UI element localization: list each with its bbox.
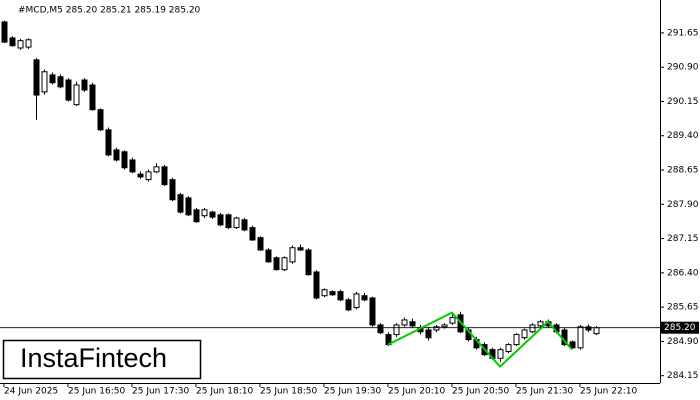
y-tick-label: 290.15 [667, 97, 699, 107]
candle-body [569, 341, 576, 349]
candle-body [337, 291, 344, 301]
x-tick-label: 24 Jun 2025 [4, 387, 58, 397]
candle-body [17, 40, 24, 49]
candle-body [225, 214, 232, 229]
candle-body [345, 299, 352, 311]
candle-body [521, 329, 528, 339]
candle-body [89, 84, 96, 111]
candle-body [49, 74, 56, 84]
candle-body [41, 71, 48, 93]
candle-body [425, 329, 432, 339]
candle-body [513, 334, 520, 346]
candle-body [201, 209, 208, 217]
candle-body [9, 37, 16, 47]
y-tick-label: 286.40 [667, 268, 699, 278]
x-tick-label: 25 Jun 18:10 [196, 387, 253, 397]
candle-body [129, 159, 136, 173]
candle-body [361, 295, 368, 301]
candle-body [401, 319, 408, 326]
candle-body [185, 197, 192, 216]
candle-body [393, 324, 400, 336]
candle-body [265, 249, 272, 263]
candle-body [105, 129, 112, 156]
y-tick-label: 289.40 [667, 131, 699, 141]
candle-body [113, 149, 120, 161]
x-tick-label: 25 Jun 19:30 [324, 387, 381, 397]
candle-body [193, 209, 200, 223]
candle-body [449, 317, 456, 324]
candle-body [537, 321, 544, 327]
candle-body [177, 194, 184, 213]
candle-body [65, 79, 72, 101]
candle-body [593, 327, 600, 335]
candle-body [25, 39, 32, 48]
candle-body [497, 349, 504, 359]
candle-body [81, 79, 88, 91]
y-tick-label: 290.90 [667, 63, 699, 73]
candle-body [377, 324, 384, 334]
watermark-box [2, 339, 202, 380]
candle-body [97, 109, 104, 131]
x-tick-label: 25 Jun 22:10 [580, 387, 637, 397]
x-tick-label: 25 Jun 20:10 [388, 387, 445, 397]
candle-body [241, 219, 248, 231]
last-price-label: 285.20 [664, 323, 696, 333]
x-tick-label: 25 Jun 16:50 [68, 387, 125, 397]
y-tick-label: 291.65 [667, 28, 699, 38]
candle-body [281, 257, 288, 271]
x-tick-label: 25 Jun 21:30 [516, 387, 573, 397]
y-tick-label: 284.90 [667, 337, 699, 347]
y-tick-label: 287.90 [667, 200, 699, 210]
candle-body [1, 21, 8, 43]
y-tick-label: 287.15 [667, 234, 699, 244]
candle-body [209, 211, 216, 218]
x-tick-label: 25 Jun 17:30 [132, 387, 189, 397]
candle-body [233, 217, 240, 229]
candle-body [577, 326, 584, 349]
last-price-box [661, 321, 699, 334]
candle-body [137, 173, 144, 178]
candle-body [161, 166, 168, 186]
chart-title: #MCD,M5 285.20 285.21 285.19 285.20 [18, 6, 201, 16]
candle-body [257, 237, 264, 251]
candle-body [33, 59, 40, 96]
candle-body [321, 289, 328, 297]
candle-body [121, 151, 128, 169]
candle-body [289, 247, 296, 263]
candle-body [433, 326, 440, 331]
candle-body [153, 166, 160, 173]
watermark: InstaFintech [20, 343, 167, 373]
candle-body [353, 293, 360, 309]
candle-body [217, 214, 224, 226]
candle-body [441, 324, 448, 328]
candle-body [585, 326, 592, 331]
candle-body [73, 84, 80, 106]
candle-body [505, 344, 512, 352]
x-tick-label: 25 Jun 18:50 [260, 387, 317, 397]
candle-body [313, 271, 320, 299]
candle-body [169, 179, 176, 201]
candle-body [529, 324, 536, 333]
candle-body [329, 291, 336, 296]
y-tick-label: 284.15 [667, 371, 699, 381]
candle-body [145, 171, 152, 181]
candle-body [57, 76, 64, 88]
pattern-line [387, 311, 573, 368]
candle-body [273, 257, 280, 271]
candle-body [297, 247, 304, 251]
y-tick-label: 288.65 [667, 166, 699, 176]
candle-body [249, 227, 256, 241]
x-tick-label: 25 Jun 20:50 [452, 387, 509, 397]
candle-body [305, 249, 312, 276]
y-tick-label: 285.65 [667, 303, 699, 313]
candle-body [369, 297, 376, 326]
candle-body [409, 321, 416, 327]
